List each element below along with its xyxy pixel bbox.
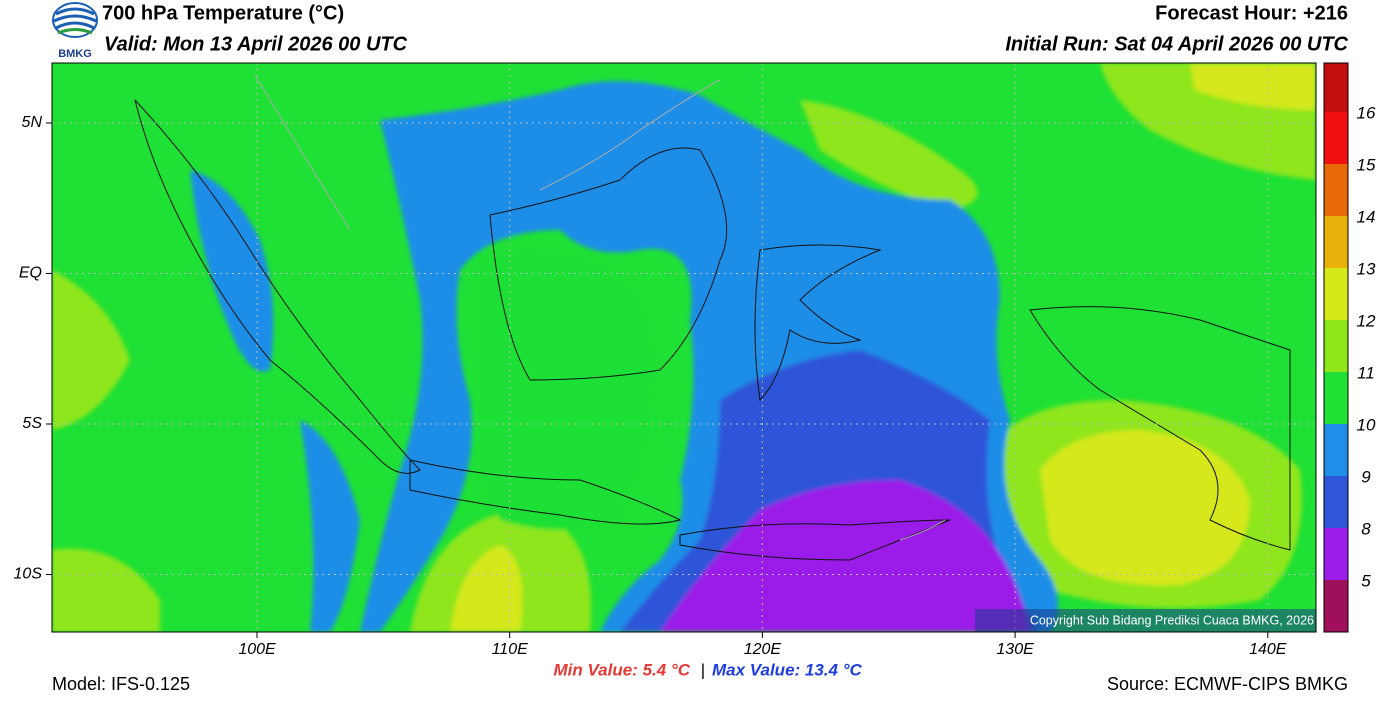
colorbar-label: 15 — [1357, 155, 1376, 174]
logo-text: BMKG — [58, 48, 92, 60]
colorbar-label: 11 — [1357, 363, 1375, 382]
max-value: Max Value: 13.4 °C — [712, 660, 863, 679]
model: Model: IFS-0.125 — [52, 674, 190, 694]
colorbar-segment — [1324, 476, 1348, 528]
colorbar-label: 12 — [1357, 311, 1376, 330]
lon-label: 110E — [492, 641, 529, 658]
colorbar-label: 16 — [1357, 103, 1376, 122]
colorbar-label: 10 — [1357, 415, 1376, 434]
lon-label: 130E — [996, 641, 1034, 658]
copyright: Copyright Sub Bidang Prediksi Cuaca BMKG… — [1030, 613, 1314, 627]
colorbar-frame — [1323, 62, 1349, 633]
colorbar-label: 5 — [1361, 571, 1371, 590]
separator: | — [701, 660, 705, 679]
colorbar-label: 14 — [1357, 207, 1376, 226]
lat-label: 5S — [22, 415, 42, 432]
colorbar-segment — [1324, 112, 1348, 164]
lon-label: 120E — [744, 641, 782, 658]
colorbar: 5 8 9 10 11 12 13 14 15 16 — [1323, 62, 1376, 633]
colorbar-segment — [1324, 580, 1348, 632]
lat-label: 10S — [14, 566, 43, 583]
colorbar-label: 13 — [1357, 259, 1376, 278]
min-value: Min Value: 5.4 °C — [553, 660, 690, 679]
source: Source: ECMWF-CIPS BMKG — [1107, 674, 1348, 694]
colorbar-segment — [1324, 424, 1348, 476]
colorbar-segment — [1324, 63, 1348, 112]
initial-run: Initial Run: Sat 04 April 2026 00 UTC — [1005, 33, 1348, 55]
colorbar-segment — [1324, 372, 1348, 424]
colorbar-segment — [1324, 216, 1348, 268]
colorbar-segment — [1324, 528, 1348, 580]
colorbar-segment — [1324, 320, 1348, 372]
lon-label: 100E — [238, 641, 276, 658]
graticule — [52, 63, 1316, 632]
colorbar-segment — [1324, 268, 1348, 320]
lon-label: 140E — [1249, 641, 1287, 658]
valid-time: Valid: Mon 13 April 2026 00 UTC — [104, 33, 408, 55]
lat-label: 5N — [22, 114, 43, 131]
lat-label: EQ — [19, 265, 42, 282]
temperature-map: Copyright Sub Bidang Prediksi Cuaca BMKG… — [52, 63, 1316, 632]
colorbar-label: 8 — [1361, 519, 1371, 538]
coastlines — [134, 74, 1291, 561]
title: 700 hPa Temperature (°C) — [102, 2, 344, 24]
colorbar-label: 9 — [1361, 467, 1371, 486]
forecast-hour: Forecast Hour: +216 — [1155, 2, 1348, 24]
bmkg-logo: BMKG — [52, 2, 98, 60]
colorbar-segment — [1324, 164, 1348, 216]
